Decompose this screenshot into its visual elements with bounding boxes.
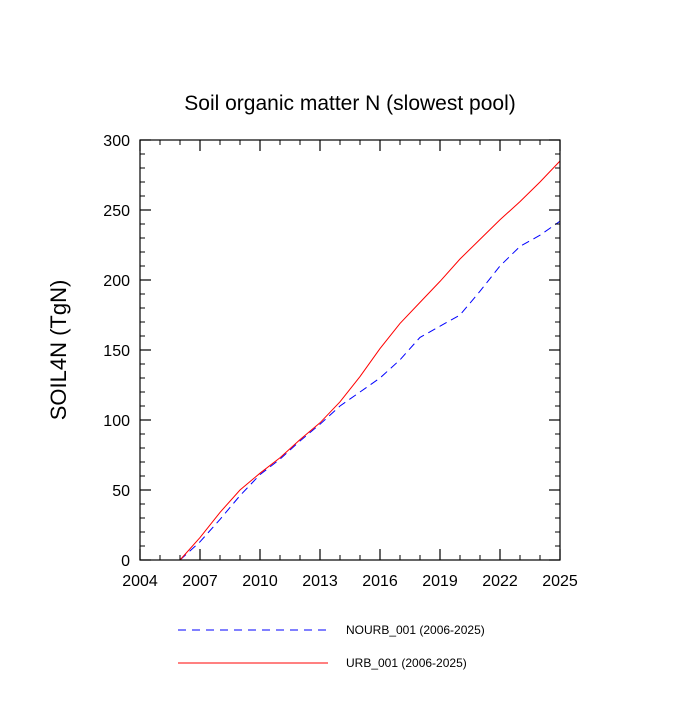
plot-area [179,160,561,561]
chart-title: Soil organic matter N (slowest pool) [184,92,515,115]
y-axis: 0 50 100 150 200 250 300 [103,133,560,570]
legend-label-2: URB_001 (2006-2025) [346,656,467,670]
x-tick-label: 2019 [422,573,458,590]
x-tick-label: 2004 [122,573,158,590]
series-line-2 [179,160,561,561]
series-line-1 [179,220,561,561]
x-tick-label: 2013 [302,573,338,590]
x-tick-label: 2007 [182,573,218,590]
y-tick-label: 300 [103,133,130,150]
y-axis-label: SOIL4N (TgN) [46,280,71,421]
y-tick-label: 250 [103,203,130,220]
x-tick-label: 2022 [482,573,518,590]
y-tick-label: 50 [112,483,130,500]
x-axis: 2004 2007 2010 2013 2016 2019 2022 2025 [122,140,578,590]
x-tick-label: 2010 [242,573,278,590]
x-tick-label: 2016 [362,573,398,590]
y-tick-label: 100 [103,413,130,430]
y-tick-label: 0 [121,553,130,570]
y-tick-label: 200 [103,273,130,290]
legend-label-1: NOURB_001 (2006-2025) [346,623,485,637]
x-tick-label: 2025 [542,573,578,590]
y-tick-label: 150 [103,343,130,360]
legend: NOURB_001 (2006-2025) URB_001 (2006-2025) [178,623,485,670]
